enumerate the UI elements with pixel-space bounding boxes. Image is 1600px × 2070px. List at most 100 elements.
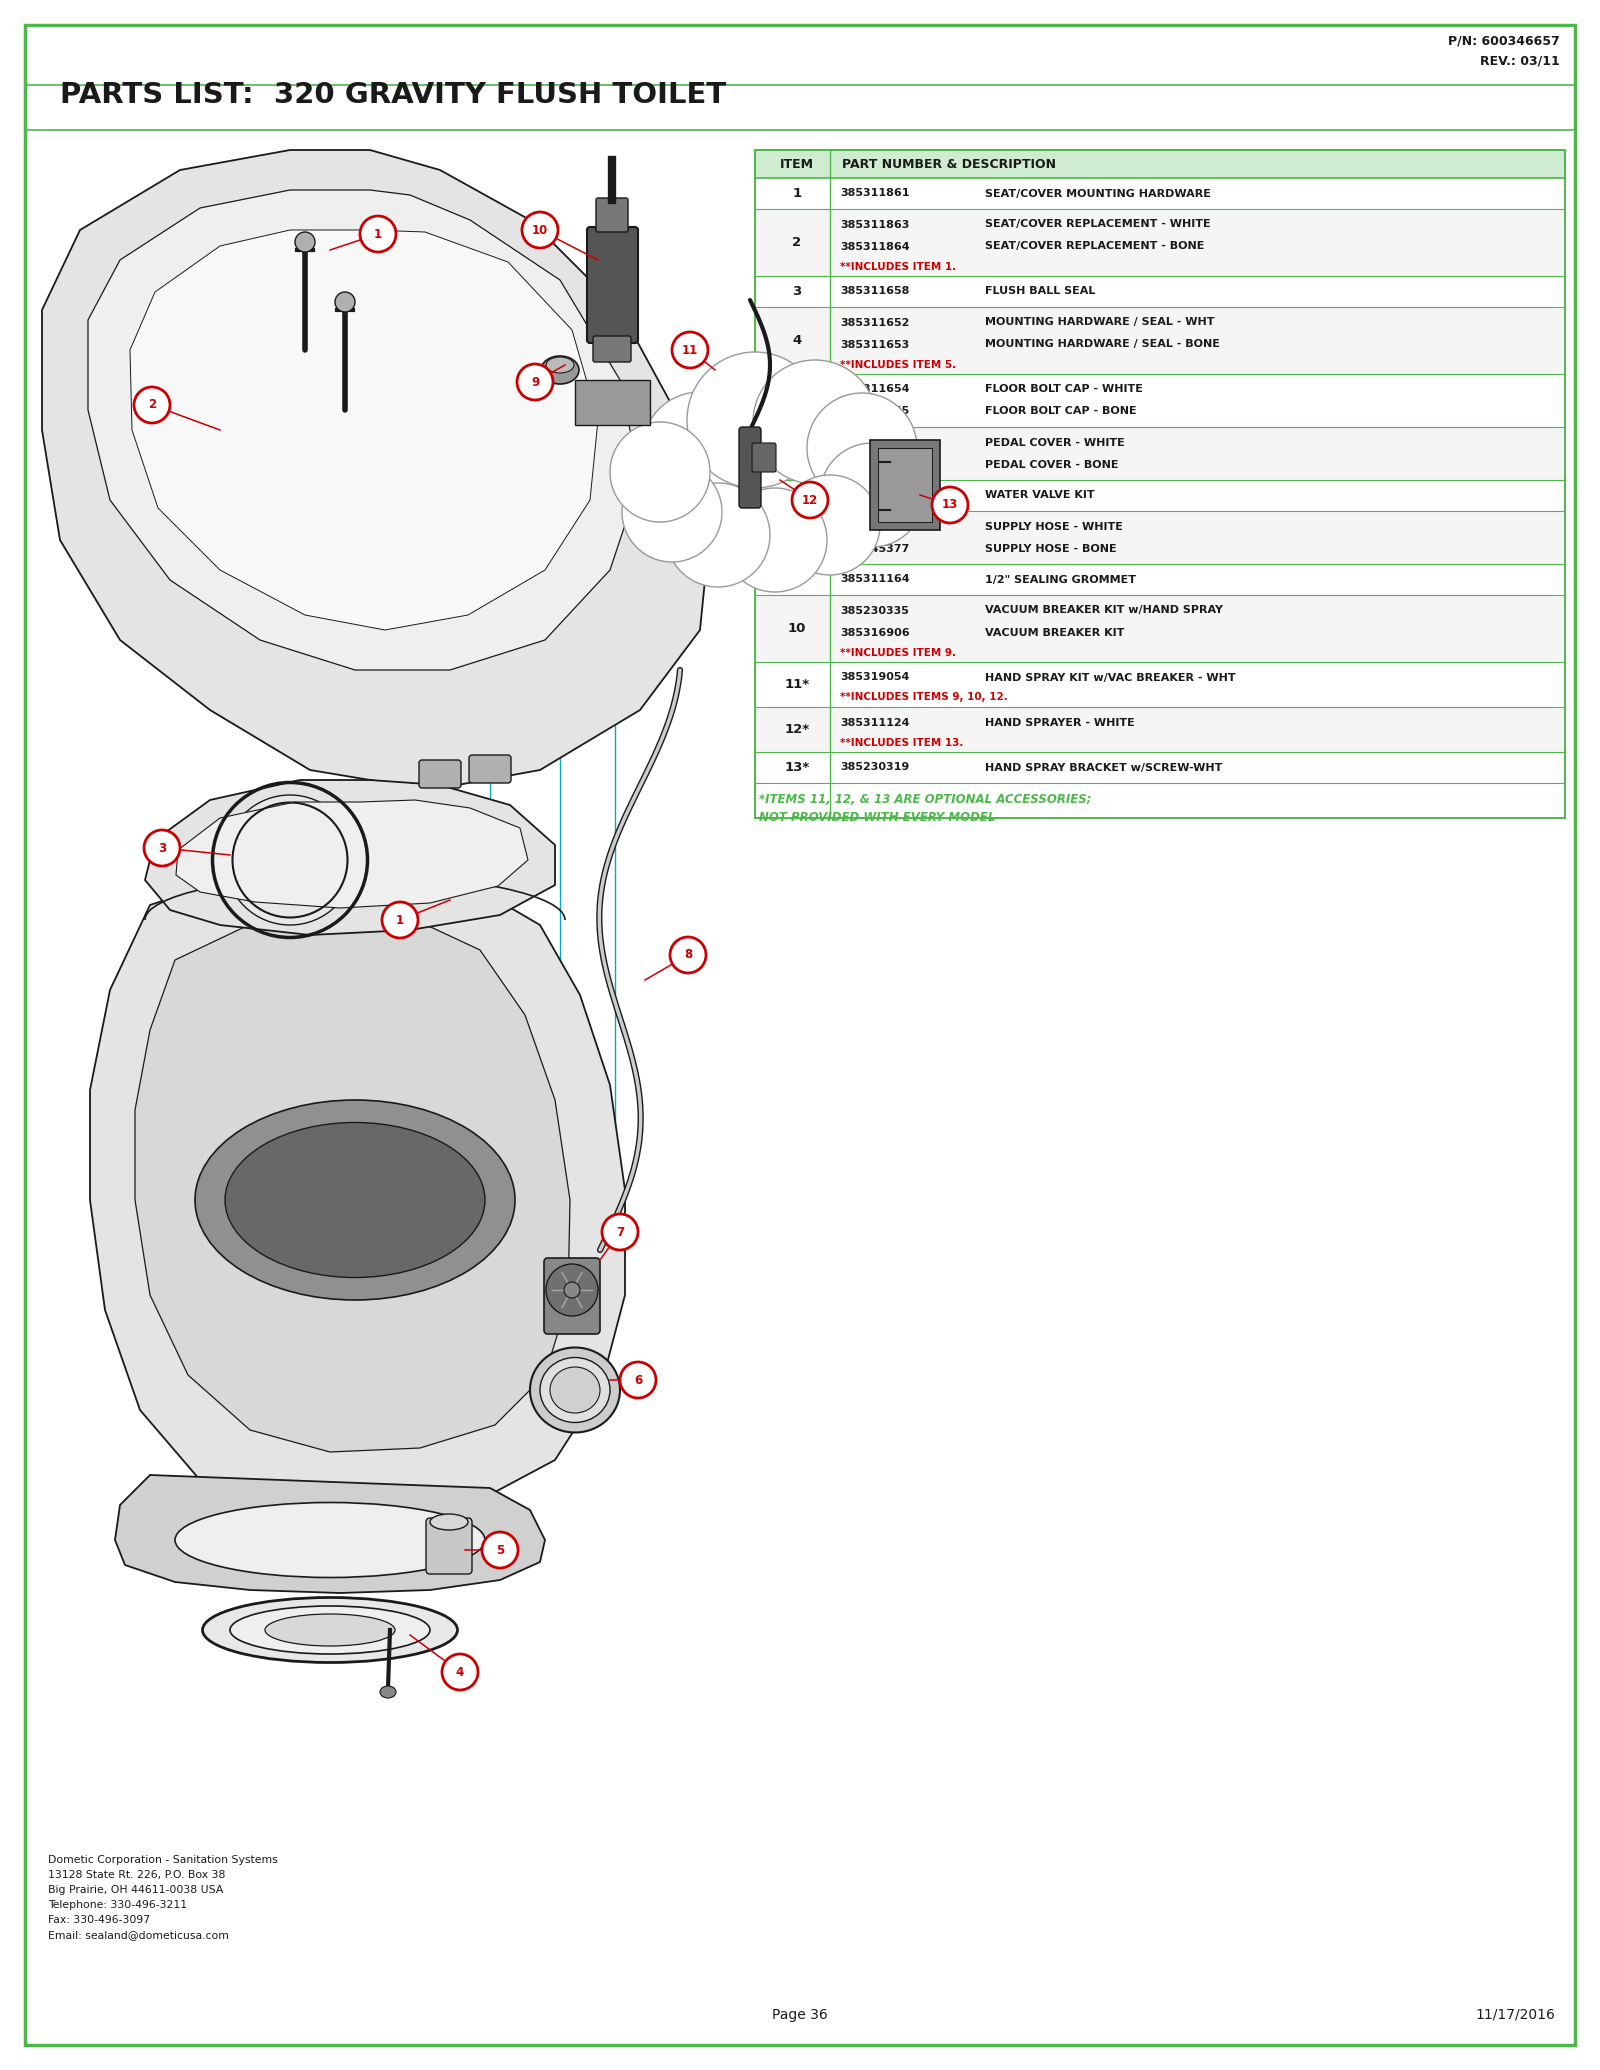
Text: 385311863: 385311863 — [840, 219, 909, 230]
Text: 1: 1 — [395, 913, 405, 927]
Text: 4: 4 — [456, 1666, 464, 1679]
Text: FLOOR BOLT CAP - WHITE: FLOOR BOLT CAP - WHITE — [986, 385, 1142, 395]
Text: **INCLUDES ITEM 5.: **INCLUDES ITEM 5. — [840, 360, 957, 371]
Circle shape — [294, 232, 315, 253]
Circle shape — [672, 331, 707, 368]
Bar — [757, 596, 1565, 662]
Ellipse shape — [530, 1348, 621, 1432]
Text: 385319054: 385319054 — [840, 673, 909, 683]
Text: 13*: 13* — [784, 762, 810, 774]
FancyBboxPatch shape — [594, 335, 630, 362]
Text: 1/2" SEALING GROMMET: 1/2" SEALING GROMMET — [986, 575, 1136, 584]
Bar — [574, 381, 650, 424]
Text: 8: 8 — [683, 948, 693, 960]
Text: 385345377: 385345377 — [840, 544, 909, 553]
Text: 385311657: 385311657 — [840, 460, 909, 470]
Text: 9: 9 — [792, 573, 802, 586]
Ellipse shape — [546, 1265, 598, 1317]
Bar — [757, 428, 1565, 480]
Circle shape — [670, 938, 706, 973]
Text: Dometic Corporation - Sanitation Systems: Dometic Corporation - Sanitation Systems — [48, 1855, 278, 1865]
Circle shape — [686, 352, 822, 489]
Text: 2: 2 — [792, 236, 802, 248]
Polygon shape — [176, 799, 528, 909]
Text: SUPPLY HOSE - WHITE: SUPPLY HOSE - WHITE — [986, 522, 1123, 532]
Text: 7: 7 — [616, 1225, 624, 1238]
Text: 3: 3 — [158, 842, 166, 855]
Text: HAND SPRAY KIT w/VAC BREAKER - WHT: HAND SPRAY KIT w/VAC BREAKER - WHT — [986, 673, 1235, 683]
Text: PEDAL COVER - WHITE: PEDAL COVER - WHITE — [986, 437, 1125, 447]
Text: HAND SPRAYER - WHITE: HAND SPRAYER - WHITE — [986, 718, 1134, 727]
Ellipse shape — [226, 1122, 485, 1277]
Text: 11*: 11* — [784, 679, 810, 691]
Polygon shape — [115, 1476, 546, 1594]
Text: 385230335: 385230335 — [840, 607, 909, 615]
FancyBboxPatch shape — [595, 199, 627, 232]
Ellipse shape — [226, 795, 355, 925]
Text: 10: 10 — [787, 621, 806, 635]
Text: 11/17/2016: 11/17/2016 — [1475, 2008, 1555, 2022]
Text: PART NUMBER & DESCRIPTION: PART NUMBER & DESCRIPTION — [842, 157, 1056, 170]
Text: 6: 6 — [634, 1374, 642, 1387]
Text: 1: 1 — [374, 228, 382, 240]
Text: 385316906: 385316906 — [840, 627, 910, 638]
Text: 8: 8 — [792, 532, 802, 544]
Ellipse shape — [381, 1685, 397, 1697]
Bar — [878, 447, 931, 522]
Ellipse shape — [430, 1513, 467, 1530]
Circle shape — [602, 1213, 638, 1250]
Text: **INCLUDES ITEM 1.: **INCLUDES ITEM 1. — [840, 261, 957, 271]
FancyBboxPatch shape — [752, 443, 776, 472]
Bar — [757, 308, 1565, 373]
Text: **INCLUDES ITEMS 9, 10, 12.: **INCLUDES ITEMS 9, 10, 12. — [840, 693, 1008, 702]
Text: 1: 1 — [792, 186, 802, 201]
Text: 385311641: 385311641 — [840, 491, 910, 501]
Text: SEAT/COVER REPLACEMENT - WHITE: SEAT/COVER REPLACEMENT - WHITE — [986, 219, 1211, 230]
FancyBboxPatch shape — [469, 756, 510, 782]
Text: 12: 12 — [802, 493, 818, 507]
FancyBboxPatch shape — [419, 760, 461, 789]
Circle shape — [360, 215, 397, 253]
Text: 6: 6 — [792, 447, 802, 460]
Text: 3: 3 — [792, 286, 802, 298]
Circle shape — [806, 393, 917, 503]
Circle shape — [792, 482, 829, 518]
Circle shape — [563, 1281, 579, 1298]
Polygon shape — [42, 149, 710, 791]
Polygon shape — [130, 230, 598, 629]
Bar — [870, 441, 941, 530]
Text: FLUSH BALL SEAL: FLUSH BALL SEAL — [986, 286, 1096, 296]
Bar — [755, 149, 1565, 818]
Text: 385311164: 385311164 — [840, 575, 910, 584]
Text: 7: 7 — [792, 489, 802, 503]
Text: Page 36: Page 36 — [773, 2008, 827, 2022]
Ellipse shape — [203, 1598, 458, 1662]
Text: **INCLUDES ITEM 13.: **INCLUDES ITEM 13. — [840, 737, 963, 747]
Circle shape — [622, 462, 722, 561]
Ellipse shape — [550, 1366, 600, 1414]
Text: PEDAL COVER - BONE: PEDAL COVER - BONE — [986, 460, 1118, 470]
Text: P/N: 600346657: P/N: 600346657 — [1448, 35, 1560, 48]
Polygon shape — [90, 876, 626, 1515]
Circle shape — [723, 489, 827, 592]
Text: 4: 4 — [792, 333, 802, 348]
Text: 385340177: 385340177 — [840, 522, 909, 532]
Text: 12*: 12* — [784, 722, 810, 737]
Text: FLOOR BOLT CAP - BONE: FLOOR BOLT CAP - BONE — [986, 406, 1136, 416]
Text: 385311656: 385311656 — [840, 437, 909, 447]
Text: 385311861: 385311861 — [840, 188, 909, 199]
Text: 5: 5 — [496, 1544, 504, 1557]
Polygon shape — [88, 190, 640, 671]
Text: SEAT/COVER REPLACEMENT - BONE: SEAT/COVER REPLACEMENT - BONE — [986, 242, 1205, 250]
Circle shape — [610, 422, 710, 522]
Text: 385311658: 385311658 — [840, 286, 909, 296]
Text: 385311864: 385311864 — [840, 242, 910, 250]
Text: 9: 9 — [531, 375, 539, 389]
Text: Email: sealand@dometicusa.com: Email: sealand@dometicusa.com — [48, 1929, 229, 1940]
Text: *ITEMS 11, 12, & 13 ARE OPTIONAL ACCESSORIES;: *ITEMS 11, 12, & 13 ARE OPTIONAL ACCESSO… — [758, 793, 1091, 805]
Text: 10: 10 — [531, 224, 549, 236]
Polygon shape — [146, 780, 555, 936]
FancyBboxPatch shape — [426, 1517, 472, 1573]
Bar — [757, 209, 1565, 275]
Circle shape — [134, 387, 170, 422]
